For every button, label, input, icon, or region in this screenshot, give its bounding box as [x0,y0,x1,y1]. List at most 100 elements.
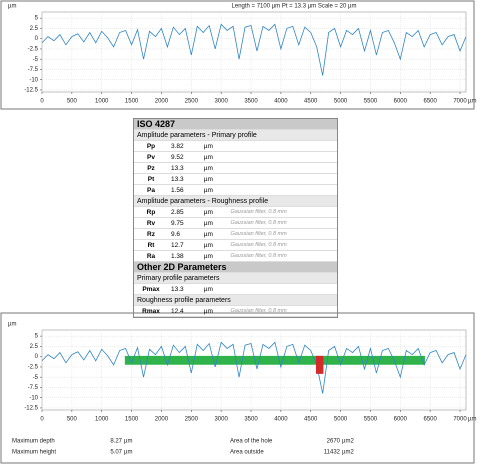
param-value: 13.3 [168,162,201,174]
y-tick-label: -5 [33,375,39,381]
x-tick-label: 2500 [185,99,199,105]
param-unit: µm [200,305,228,317]
param-unit: µm [200,151,228,163]
row: Rz 9.6 µm Gaussian filter, 0.8 mm [134,228,337,240]
cell [227,184,337,196]
param-value: 13.3 [168,173,201,185]
row: Rv 9.75 µm Gaussian filter, 0.8 mm [134,217,337,229]
param-name: Rp [134,206,168,218]
stat-label: Area of the hole [230,439,273,445]
param-note: Gaussian filter, 0.8 mm [227,305,337,317]
y-tick-label: 2.5 [30,344,39,350]
stat-label: Area outside [230,450,264,456]
y-tick-label: -2.5 [28,365,39,371]
row: Amplitude parameters - Primary profile [134,129,337,141]
y-tick-label: 2.5 [30,26,39,32]
y-tick-label: -12.5 [24,406,38,412]
section-heading: Roughness profile parameters [134,294,337,306]
row: ISO 4287 [134,119,337,130]
x-tick-label: 5000 [334,99,348,105]
x-tick-label: 6500 [423,99,437,105]
y-tick-label: -7.5 [28,67,39,73]
param-note: Gaussian filter, 0.8 mm [227,206,337,218]
table-title: ISO 4287 [134,119,337,130]
param-name: Ra [134,250,168,262]
param-unit: µm [200,173,228,185]
section-heading: Primary profile parameters [134,272,337,284]
stat-unit: µm2 [342,450,354,456]
param-unit: µm [200,140,228,152]
x-axis-label: µm [468,417,476,423]
stat-value: 11432 [324,450,341,456]
stat-unit: µm [124,450,132,456]
y-tick-label: -7.5 [28,385,39,391]
x-tick-label: 7000 [453,99,467,105]
x-tick-label: 3500 [244,417,258,423]
x-tick-label: 1000 [95,99,109,105]
param-note: Gaussian filter, 0.8 mm [227,228,337,240]
row: Ra 1.38 µm Gaussian filter, 0.8 mm [134,250,337,262]
param-unit: µm [200,206,228,218]
y-tick-label: 0 [35,354,39,360]
stat-value: 8.27 [110,439,122,445]
param-value: 13.3 [168,283,201,295]
row: Pz 13.3 µm [134,162,337,174]
table-subtitle: Other 2D Parameters [134,261,337,273]
param-name: Pp [134,140,168,152]
x-tick-label: 4500 [304,99,318,105]
param-unit: µm [200,217,228,229]
row: Amplitude parameters - Roughness profile [134,195,337,207]
x-tick-label: 4000 [274,99,288,105]
x-tick-label: 6000 [394,99,408,105]
cell [227,140,337,152]
row: Rmax 12.4 µm Gaussian filter, 0.8 mm [134,305,337,317]
x-tick-label: 1500 [125,417,139,423]
chart-title: Length = 7100 µm Pt = 13.3 µm Scale = 20… [232,4,357,10]
plot-area [41,329,467,411]
param-name: Pa [134,184,168,196]
param-unit: µm [200,250,228,262]
x-tick-label: 500 [67,99,78,105]
y-tick-label: -10 [29,77,38,83]
x-tick-label: 6500 [423,417,437,423]
area [315,355,324,374]
stat-label: Maximum height [12,450,56,456]
param-unit: µm [200,228,228,240]
parameter-table: ISO 4287 Amplitude parameters - Primary p… [133,118,338,318]
param-note: Gaussian filter, 0.8 mm [227,250,337,262]
plot-area [41,11,467,93]
stat-value: 2670 [327,439,341,445]
x-tick-label: 7000 [453,417,467,423]
x-tick-label: 2000 [155,417,169,423]
stat-value: 5.07 [110,450,122,456]
table: ISO 4287 Amplitude parameters - Primary p… [134,119,337,317]
param-name: Rz [134,228,168,240]
row: Pmax 13.3 µm [134,283,337,295]
stat-unit: µm [124,439,132,445]
row: Pt 13.3 µm [134,173,337,185]
x-tick-label: 500 [67,417,78,423]
x-axis-label: µm [468,99,476,105]
y-axis-label: µm [8,4,16,10]
x-tick-label: 5000 [334,417,348,423]
row: Rp 2.85 µm Gaussian filter, 0.8 mm [134,206,337,218]
x-tick-label: 3000 [214,99,228,105]
param-name: Pz [134,162,168,174]
x-tick-label: 2500 [185,417,199,423]
x-tick-label: 0 [40,417,44,423]
y-tick-label: -12.5 [24,88,38,94]
row: Other 2D Parameters [134,261,337,273]
y-tick-label: 5 [35,16,39,22]
x-tick-label: 1000 [95,417,109,423]
x-tick-label: 3500 [244,99,258,105]
param-name: Pt [134,173,168,185]
param-unit: µm [200,239,228,251]
param-unit: µm [200,283,228,295]
cell [227,283,337,295]
param-note: Gaussian filter, 0.8 mm [227,217,337,229]
x-tick-label: 6000 [394,417,408,423]
section-heading: Amplitude parameters - Roughness profile [134,195,337,207]
param-value: 3.82 [168,140,201,152]
